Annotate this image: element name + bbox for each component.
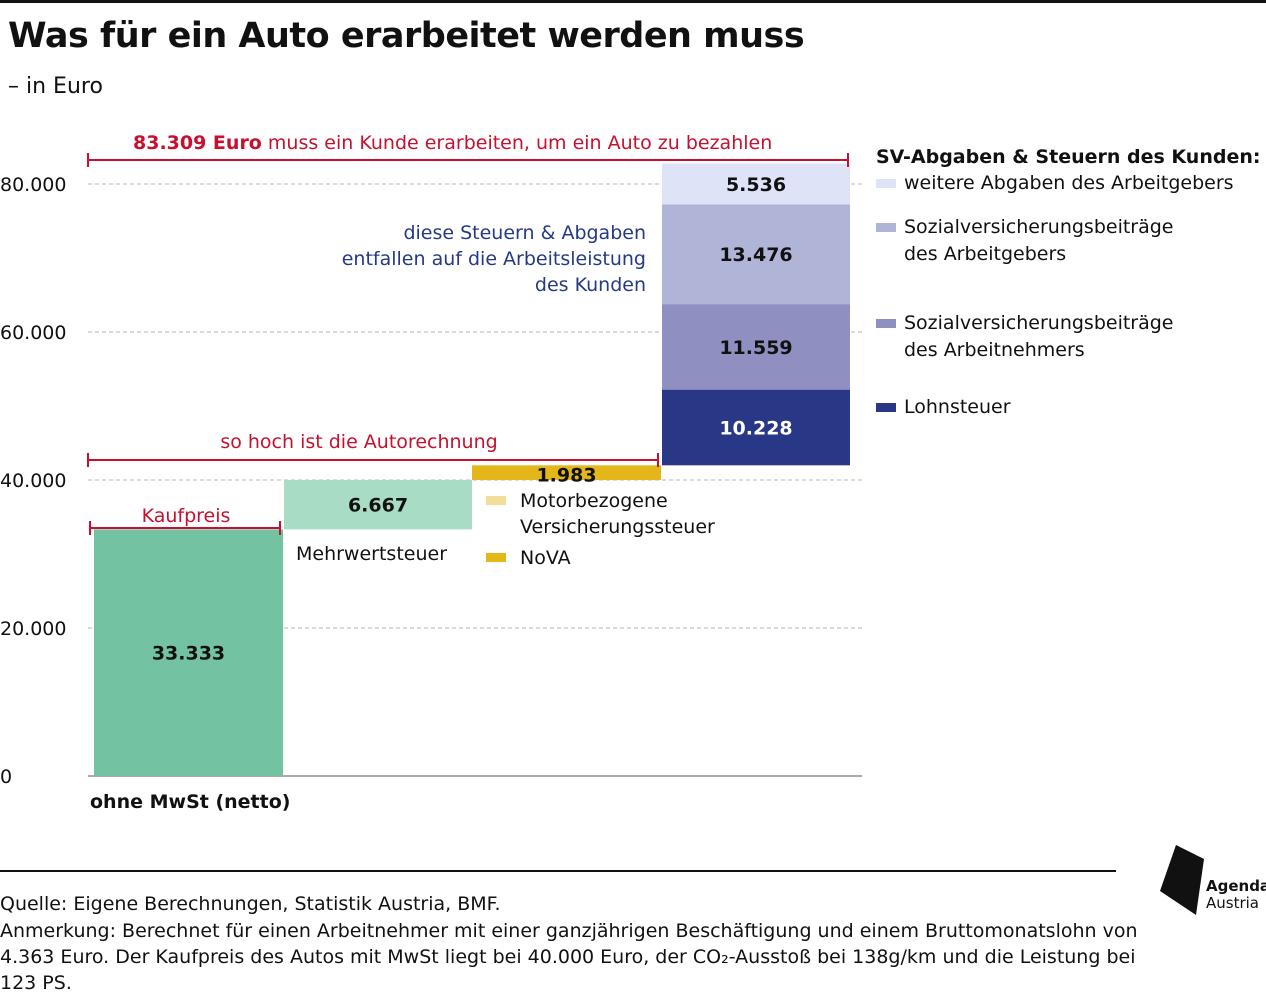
- legend-swatch: [486, 553, 506, 562]
- total-annotation: 83.309 Euro muss ein Kunde erarbeiten, u…: [133, 132, 772, 154]
- bar-value-label: 5.536: [726, 174, 786, 196]
- y-tick-label: 20.000: [0, 618, 66, 640]
- waterfall-chart: 0 20.000 40.000 60.000 80.000 33.333 6.667 1.98…: [0, 132, 862, 813]
- legend-item-sv-arbeitnehmer: Sozialversicherungsbeiträge des Arbeitne…: [876, 310, 1174, 364]
- y-tick-label: 60.000: [0, 322, 66, 344]
- legend-swatch: [486, 496, 506, 505]
- bar-value-label: 11.559: [719, 337, 792, 359]
- legend-label: Sozialversicherungsbeiträge des Arbeitne…: [904, 312, 1174, 361]
- legend-item-motorbezogene: Motorbezogene Versicherungssteuer: [486, 488, 715, 540]
- legend-label: Motorbezogene Versicherungssteuer: [520, 490, 715, 538]
- logo-text-agenda: Agenda: [1206, 877, 1266, 895]
- bar-2: [284, 480, 472, 530]
- bar-4: [662, 389, 850, 466]
- legend-swatch: [876, 179, 896, 188]
- legend-item-lohnsteuer: Lohnsteuer: [876, 394, 1011, 421]
- legend-item-sv-arbeitgeber: Sozialversicherungsbeiträge des Arbeitge…: [876, 214, 1174, 268]
- agenda-austria-logo: [1160, 845, 1204, 915]
- kaufpreis-annotation: Kaufpreis: [142, 505, 231, 527]
- bar-7: [662, 163, 850, 205]
- logo-text-austria: Austria: [1206, 894, 1259, 912]
- bar-5: [662, 304, 850, 390]
- bar-value-label: 10.228: [719, 417, 792, 439]
- legend-swatch: [876, 223, 896, 232]
- legend-label: weitere Abgaben des Arbeitgebers: [904, 172, 1234, 194]
- bar-value-label: 6.667: [348, 495, 408, 517]
- bar-1: [94, 529, 283, 776]
- y-tick-label: 80.000: [0, 174, 66, 196]
- bar-value-label: 33.333: [152, 643, 225, 665]
- bar-3: [472, 465, 661, 480]
- bottom-rule: [0, 870, 1116, 872]
- y-tick-label: 40.000: [0, 470, 66, 492]
- steuern-note: diese Steuern & Abgaben entfallen auf di…: [341, 222, 646, 296]
- legend-swatch: [876, 319, 896, 328]
- mwst-label: Mehrwertsteuer: [296, 543, 448, 565]
- legend-label: NoVA: [520, 547, 571, 569]
- source-note: Quelle: Eigene Berechnungen, Statistik A…: [0, 893, 501, 915]
- legend-item-weitere-abgaben: weitere Abgaben des Arbeitgebers: [876, 170, 1234, 197]
- legend-item-nova: NoVA: [486, 545, 571, 571]
- legend-title: SV-Abgaben & Steuern des Kunden:: [876, 146, 1261, 168]
- bar-6: [662, 204, 850, 305]
- legend-swatch: [876, 403, 896, 412]
- chart-subtitle: – in Euro: [8, 74, 103, 99]
- legend-label: Lohnsteuer: [904, 396, 1011, 418]
- top-rule: [0, 0, 1266, 3]
- bar-value-label: 1.983: [536, 465, 596, 487]
- chart-title: Was für ein Auto erarbeitet werden muss: [8, 16, 805, 56]
- footnote: Anmerkung: Berechnet für einen Arbeitneh…: [0, 920, 1138, 994]
- bar-value-label: 13.476: [719, 244, 792, 266]
- invoice-annotation: so hoch ist die Autorechnung: [220, 431, 497, 453]
- legend-label: Sozialversicherungsbeiträge des Arbeitge…: [904, 216, 1174, 265]
- x-axis-label: ohne MwSt (netto): [90, 791, 290, 813]
- y-tick-label: 0: [0, 766, 12, 788]
